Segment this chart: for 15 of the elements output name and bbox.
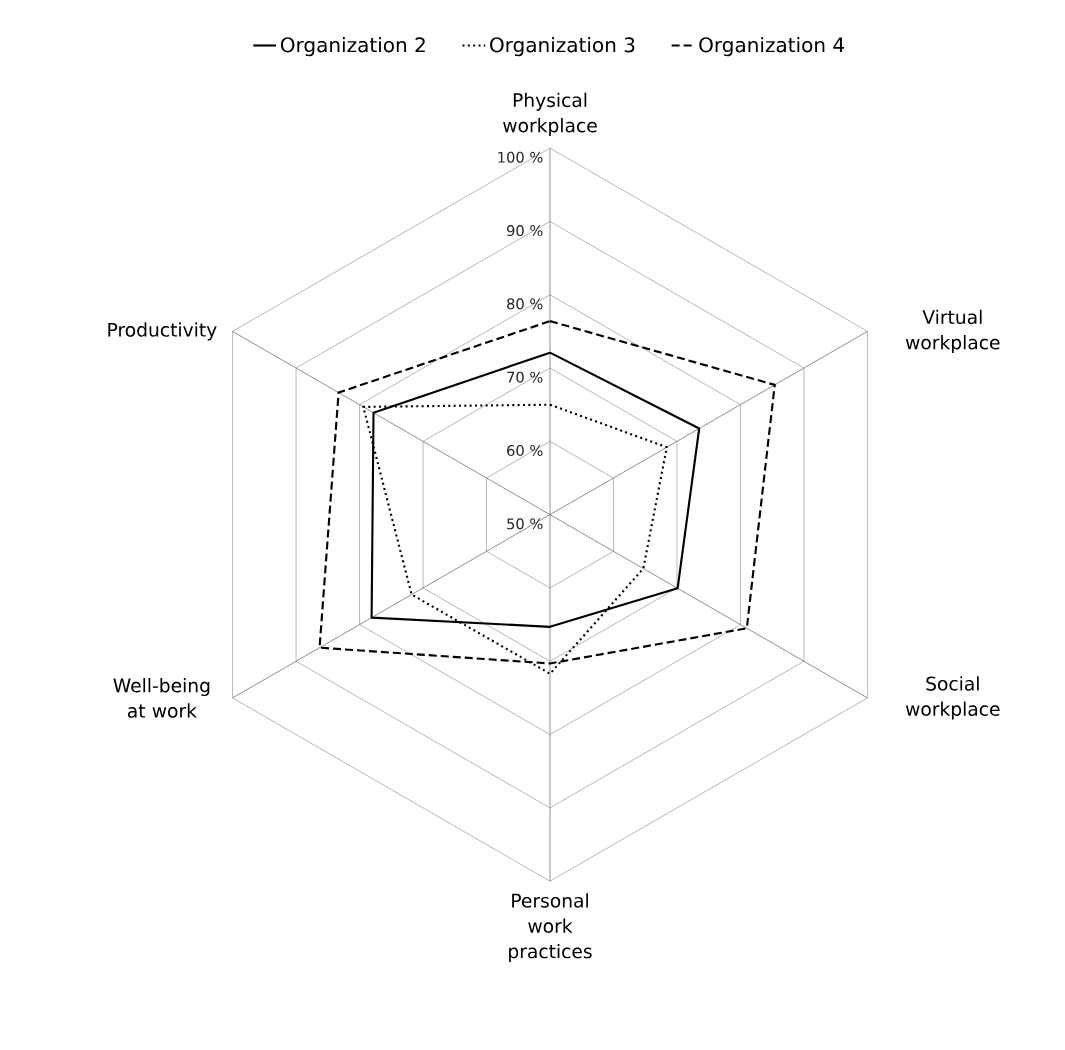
y-tick-label: 70 % — [507, 371, 543, 383]
y-tick-label: 100 % — [498, 151, 543, 163]
spoke-label: Productivity — [108, 322, 217, 341]
spoke-label: Personal work practices — [509, 893, 592, 962]
spoke-label: Well-being at work — [113, 678, 210, 718]
spoke-label: Physical workplace — [503, 92, 597, 137]
spoke-label: Social workplace — [905, 676, 1000, 720]
legend-label: Organization 3 — [490, 36, 635, 57]
y-tick-label: 90 % — [507, 225, 543, 237]
spoke-label: Virtual workplace — [905, 309, 1000, 354]
y-tick-label: 80 % — [507, 298, 543, 310]
legend-label: Organization 2 — [280, 36, 425, 57]
y-tick-label: 50 % — [507, 518, 543, 530]
legend-label: Organization 4 — [699, 36, 844, 57]
y-tick-label: 60 % — [507, 444, 543, 457]
